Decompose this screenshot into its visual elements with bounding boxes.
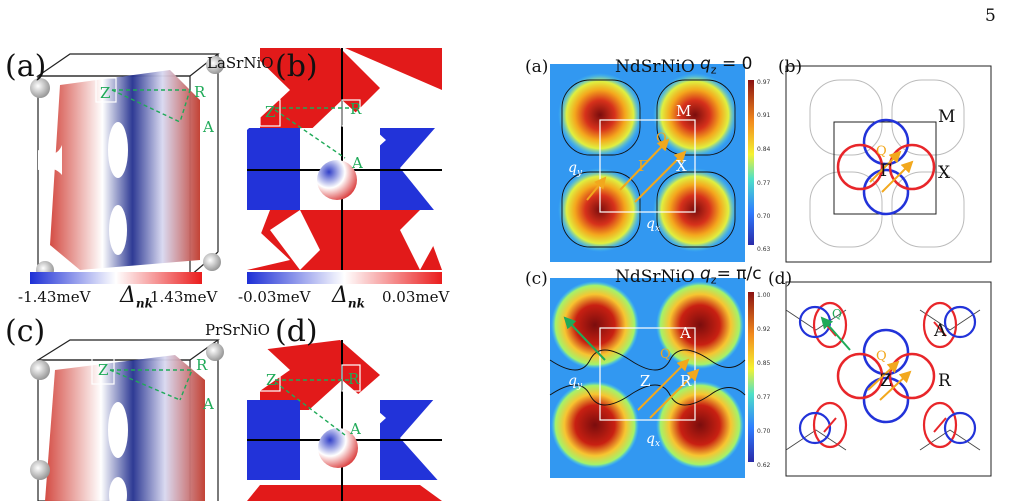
point-Q-a: Q (656, 131, 667, 146)
panel-label-b-left: (b) (275, 49, 318, 84)
cb-c-tick-0: 1.00 (757, 292, 771, 299)
colorbar-ab-max: 1.43meV (150, 288, 218, 306)
cb-a-tick-4: 0.70 (757, 213, 771, 220)
point-Q-d: Q (876, 349, 887, 364)
point-Z-a: Z (100, 84, 110, 102)
point-Z-c: Z (640, 372, 650, 390)
cb-c-tick-4: 0.70 (757, 428, 771, 435)
panel-label-d-left: (d) (275, 314, 318, 349)
point-Z-b: Z (265, 103, 275, 121)
panel-label-b-right: (b) (778, 57, 803, 77)
colorbar-ab-min: -1.43meV (18, 288, 91, 306)
point-A-a: A (202, 118, 214, 136)
point-X-a: X (676, 157, 687, 175)
colorbar-cd-max: 0.03meV (382, 288, 450, 306)
point-A-c: A (202, 395, 214, 413)
qx-label-c: qx (646, 431, 660, 449)
material-label-a: LaSrNiO (207, 54, 274, 72)
panel-label-a-right: (a) (525, 57, 549, 77)
cb-a-tick-5: 0.63 (757, 246, 771, 253)
material-label-c: PrSrNiO (205, 321, 270, 339)
point-R-d: R (938, 371, 952, 391)
material-label-right-c: NdSrNiO (615, 267, 695, 287)
point-Q-c: Q (660, 347, 671, 362)
point-R-c: R (196, 356, 208, 374)
point-A-d: A (933, 321, 947, 341)
cb-c-tick-5: 0.62 (757, 462, 771, 469)
point-A-d: A (349, 420, 361, 438)
colorbar-a (30, 272, 202, 284)
cb-a-tick-2: 0.84 (757, 146, 771, 153)
left-figure: Z R A Z R A Z R A Z R A (30, 48, 442, 501)
fermi-surface-3d-a (30, 53, 224, 279)
point-Z-d: Z (266, 371, 276, 389)
point-X-b: X (938, 163, 951, 183)
susceptibility-map-a (550, 64, 745, 262)
qz-label-c: qz= π/c (700, 264, 762, 287)
point-M-b: M (938, 107, 955, 127)
cb-a-tick-3: 0.77 (757, 180, 771, 187)
susceptibility-map-c (549, 278, 746, 478)
point-R-d: R (348, 370, 360, 388)
cb-c-tick-1: 0.92 (757, 326, 771, 333)
point-A-b: A (351, 154, 363, 172)
point-R-b: R (350, 100, 362, 118)
colorbar-cd-symbol: Δnk (332, 283, 365, 311)
panel-label-a-left: (a) (5, 49, 47, 84)
point-Gamma-a: Γ (638, 157, 648, 175)
qz-label-a: qz = 0 (700, 54, 753, 77)
point-Z-c: Z (98, 361, 108, 379)
point-Q-b: Q (876, 144, 887, 159)
gap-map-d (247, 330, 442, 501)
colorbar-cd-min: -0.03meV (238, 288, 311, 306)
cb-a-tick-1: 0.91 (757, 112, 771, 119)
point-Gamma-b: Γ (880, 161, 892, 181)
point-A-c: A (679, 324, 691, 342)
point-Z-d: Z (880, 371, 892, 391)
point-R-a: R (194, 83, 206, 101)
point-M-a: M (676, 102, 691, 120)
colorbar-right-c (748, 292, 754, 462)
material-label-right-a: NdSrNiO (615, 57, 695, 77)
panel-label-c-right: (c) (525, 269, 548, 289)
fermi-surface-3d-c (30, 339, 224, 501)
point-R-c: R (680, 372, 692, 390)
point-Q2-d: Q (832, 307, 842, 321)
qy-label-c: qy (568, 373, 583, 391)
right-figure: M X Γ Q qy qx M X Γ Q A R Z Q qy qx A R … (549, 64, 992, 478)
cb-a-tick-0: 0.97 (757, 79, 771, 86)
gap-map-b (247, 48, 442, 270)
colorbar-ab-symbol: Δnk (120, 283, 153, 311)
qy-label-a: qy (568, 160, 583, 178)
colorbar-right-a (748, 80, 754, 245)
colorbar-b (247, 272, 442, 284)
cb-c-tick-3: 0.77 (757, 394, 771, 401)
qx-label-a: qx (646, 216, 660, 234)
fermi-diagram-d (785, 281, 992, 477)
cb-c-tick-2: 0.85 (757, 360, 771, 367)
panel-label-c-left: (c) (5, 314, 46, 349)
panel-label-d-right: (d) (768, 269, 793, 289)
page-number: 5 (985, 6, 996, 26)
fermi-diagram-b (785, 65, 992, 263)
